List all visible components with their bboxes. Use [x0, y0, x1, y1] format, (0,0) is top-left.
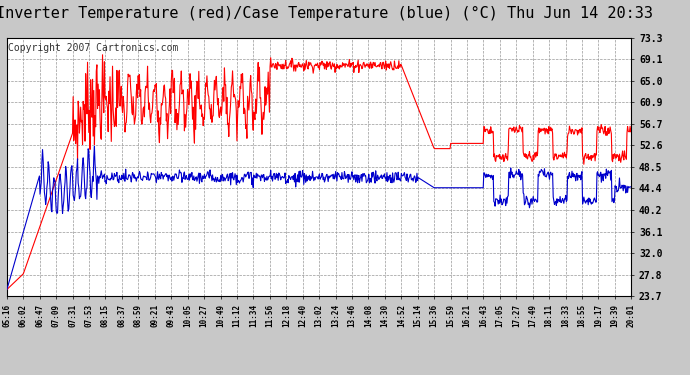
Text: Inverter Temperature (red)/Case Temperature (blue) (°C) Thu Jun 14 20:33: Inverter Temperature (red)/Case Temperat…	[0, 6, 653, 21]
Text: Copyright 2007 Cartronics.com: Copyright 2007 Cartronics.com	[8, 43, 179, 52]
